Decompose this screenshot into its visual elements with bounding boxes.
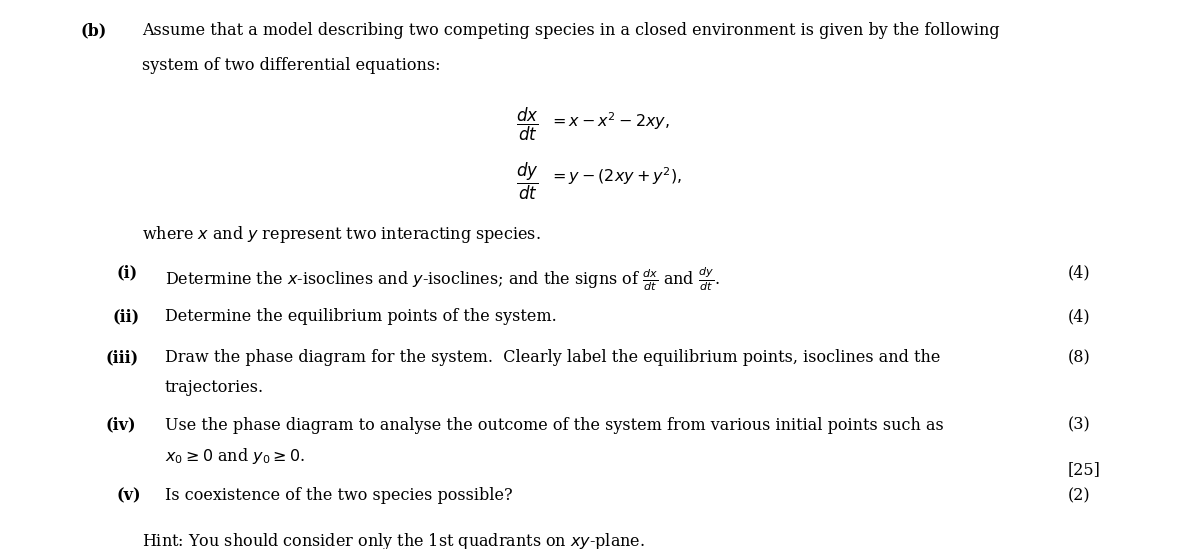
Text: $= y - (2xy + y^{2}),$: $= y - (2xy + y^{2}),$ [549, 166, 683, 188]
Text: (3): (3) [1068, 417, 1091, 434]
Text: (4): (4) [1068, 308, 1091, 325]
Text: $= x - x^{2} - 2xy,$: $= x - x^{2} - 2xy,$ [549, 110, 670, 132]
Text: (8): (8) [1068, 349, 1091, 366]
Text: trajectories.: trajectories. [165, 379, 264, 396]
Text: Draw the phase diagram for the system.  Clearly label the equilibrium points, is: Draw the phase diagram for the system. C… [165, 349, 940, 366]
Text: Use the phase diagram to analyse the outcome of the system from various initial : Use the phase diagram to analyse the out… [165, 417, 943, 434]
Text: (iv): (iv) [105, 417, 136, 434]
Text: Is coexistence of the two species possible?: Is coexistence of the two species possib… [165, 488, 512, 505]
Text: (b): (b) [81, 22, 107, 39]
Text: (2): (2) [1068, 488, 1091, 505]
Text: system of two differential equations:: system of two differential equations: [143, 57, 441, 74]
Text: where $x$ and $y$ represent two interacting species.: where $x$ and $y$ represent two interact… [143, 223, 541, 245]
Text: $x_0 \geq 0$ and $y_0 \geq 0$.: $x_0 \geq 0$ and $y_0 \geq 0$. [165, 446, 304, 467]
Text: (i): (i) [117, 265, 138, 282]
Text: Determine the $x$-isoclines and $y$-isoclines; and the signs of $\frac{dx}{dt}$ : Determine the $x$-isoclines and $y$-isoc… [165, 265, 719, 293]
Text: Determine the equilibrium points of the system.: Determine the equilibrium points of the … [165, 308, 556, 325]
Text: (v): (v) [117, 488, 141, 505]
Text: Hint: You should consider only the 1st quadrants on $xy$-plane.: Hint: You should consider only the 1st q… [143, 531, 645, 549]
Text: (iii): (iii) [105, 349, 138, 366]
Text: (4): (4) [1068, 265, 1091, 282]
Text: $\dfrac{dx}{dt}$: $\dfrac{dx}{dt}$ [515, 105, 538, 143]
Text: Assume that a model describing two competing species in a closed environment is : Assume that a model describing two compe… [143, 22, 1000, 39]
Text: $\dfrac{dy}{dt}$: $\dfrac{dy}{dt}$ [515, 161, 538, 202]
Text: [25]: [25] [1068, 461, 1101, 478]
Text: (ii): (ii) [112, 308, 139, 325]
